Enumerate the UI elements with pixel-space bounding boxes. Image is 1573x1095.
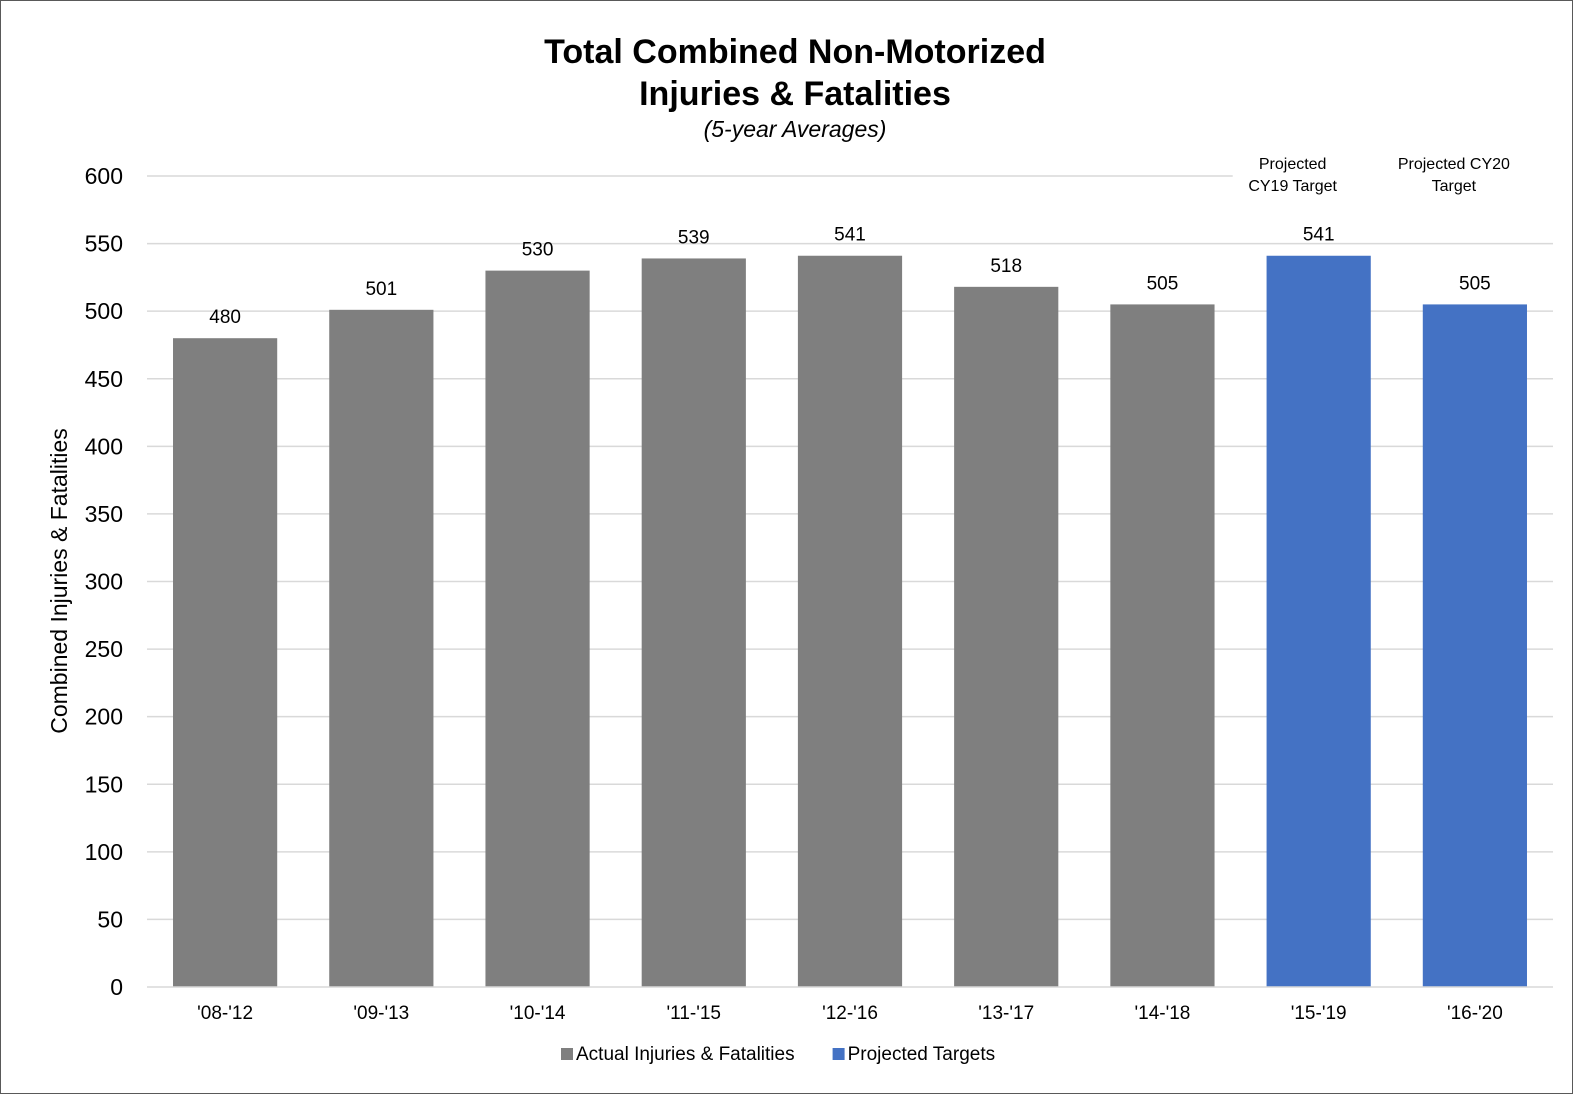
data-label-6: 505	[1147, 273, 1179, 294]
bars	[173, 255, 1527, 987]
y-axis-ticks: 0 50 100 150 200 250 300 350 400 450 500 550 600	[85, 163, 123, 1000]
y-tick-label-100: 100	[85, 839, 123, 865]
chart-subtitle: (5-year Averages)	[704, 116, 887, 142]
bar-4	[797, 255, 903, 987]
bar-8	[1422, 304, 1527, 987]
x-axis-ticks: '08-'12 '09-'13 '10-'14 '11-'15 '12-'16 '13-'…	[197, 1003, 1503, 1024]
legend-label-0: Actual Injuries & Fatalities	[576, 1044, 795, 1065]
legend-swatch-0	[561, 1048, 573, 1060]
annotation-1-line-1: Target	[1432, 178, 1477, 195]
y-tick-label-500: 500	[85, 298, 123, 324]
chart-title-line-2: Injuries & Fatalities	[639, 75, 951, 113]
y-tick-label-0: 0	[110, 974, 123, 1000]
y-tick-label-450: 450	[85, 366, 123, 392]
data-label-8: 505	[1459, 273, 1491, 294]
x-tick-label-8: '16-'20	[1447, 1003, 1503, 1024]
x-tick-label-1: '09-'13	[353, 1003, 409, 1024]
bar-0	[173, 338, 278, 987]
chart-title-line-1: Total Combined Non-Motorized	[544, 33, 1046, 71]
y-tick-label-600: 600	[85, 163, 123, 189]
y-tick-label-350: 350	[85, 501, 123, 527]
y-tick-label-400: 400	[85, 433, 123, 459]
y-tick-label-50: 50	[97, 906, 123, 932]
x-tick-label-6: '14-'18	[1135, 1003, 1191, 1024]
y-tick-label-200: 200	[85, 704, 123, 730]
y-tick-label-250: 250	[85, 636, 123, 662]
data-label-4: 541	[834, 225, 866, 246]
bar-3	[641, 258, 746, 987]
bar-2	[485, 270, 590, 987]
annotation-0-line-0: Projected	[1259, 156, 1327, 173]
data-label-2: 530	[522, 240, 554, 261]
chart-title: Total Combined Non-Motorized Injuries & …	[544, 33, 1046, 142]
annotations: Projected CY19 Target Projected CY20 Target	[1248, 156, 1510, 195]
data-label-0: 480	[209, 307, 241, 328]
x-tick-label-3: '11-'15	[667, 1003, 721, 1024]
data-labels: 480 501 530 539 541 518 505 541 505	[209, 225, 1490, 328]
bar-7	[1266, 255, 1371, 987]
data-label-3: 539	[678, 227, 710, 248]
y-axis-label: Combined Injuries & Fatalities	[46, 428, 72, 734]
x-tick-label-7: '15-'19	[1291, 1003, 1347, 1024]
annotation-0-line-1: CY19 Target	[1248, 178, 1337, 195]
bar-5	[954, 286, 1059, 987]
data-label-1: 501	[365, 279, 397, 300]
data-label-7: 541	[1303, 225, 1335, 246]
annotation-1-line-0: Projected CY20	[1398, 156, 1510, 173]
bar-1	[329, 309, 434, 987]
y-tick-label-300: 300	[85, 569, 123, 595]
x-tick-label-5: '13-'17	[978, 1003, 1034, 1024]
x-tick-label-2: '10-'14	[510, 1003, 566, 1024]
data-label-5: 518	[990, 256, 1022, 277]
y-tick-label-150: 150	[85, 771, 123, 797]
x-tick-label-4: '12-'16	[822, 1003, 878, 1024]
x-tick-label-0: '08-'12	[197, 1003, 253, 1024]
legend-swatch-1	[832, 1048, 845, 1060]
bar-6	[1110, 304, 1215, 987]
legend: Actual Injuries & Fatalities Projected Ta…	[561, 1044, 995, 1065]
y-tick-label-550: 550	[85, 231, 123, 257]
legend-label-1: Projected Targets	[848, 1044, 996, 1065]
